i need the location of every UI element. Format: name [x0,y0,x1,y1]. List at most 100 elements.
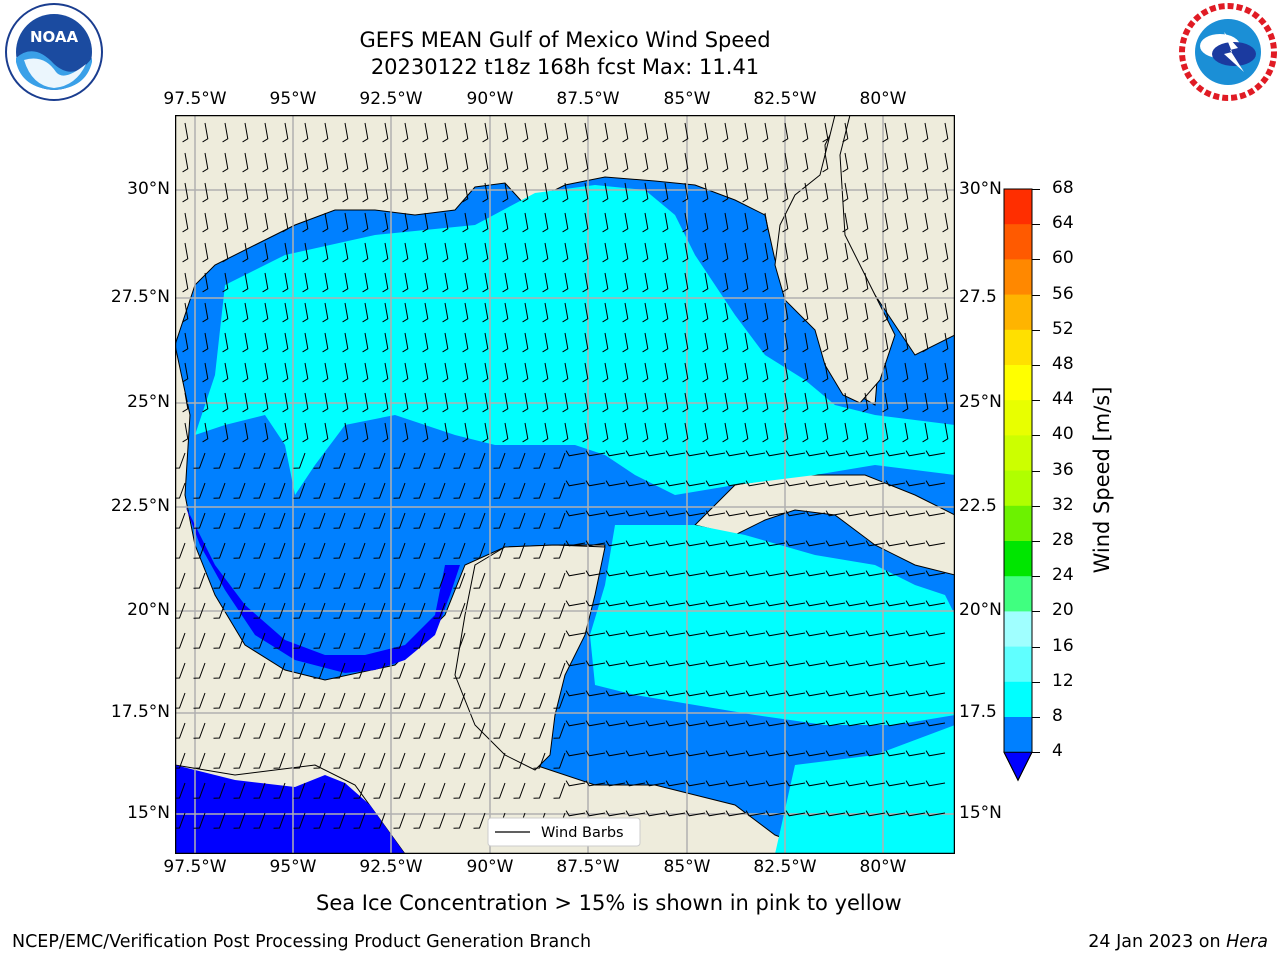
wind-barb [473,812,486,829]
wind-barb [902,392,909,413]
wind-barb [453,722,466,739]
wind-barb [762,332,769,353]
wind-barb [925,780,946,787]
wind-barb [213,512,226,529]
wind-barb [805,510,826,517]
wind-barb [825,480,846,487]
wind-barb [282,332,289,353]
wind-barb [182,242,189,263]
wind-barb [262,302,269,323]
wind-barb [565,750,586,757]
wind-barb [333,452,346,469]
wind-barb [413,722,426,739]
wind-barb [313,482,326,499]
wind-barb [682,242,689,263]
wind-barb [805,660,826,667]
wind-barb [925,570,946,577]
wind-barb [902,242,909,263]
wind-barb [342,422,349,443]
wind-barb [373,602,386,619]
wind-barb [362,272,369,293]
wind-barb [293,662,306,679]
wind-barb [353,482,366,499]
wind-barb [362,212,369,233]
wind-barb [662,422,669,443]
wind-barb [622,302,629,323]
wind-barb [565,630,586,637]
wind-barb [522,152,529,173]
wind-barb [622,272,629,293]
wind-barb [353,662,366,679]
wind-barb [242,122,249,143]
wind-barb [765,630,786,637]
wind-barb [885,660,906,667]
wind-barb [473,782,486,799]
y-tick-label-right: 25°N [959,392,1002,412]
wind-barb [685,660,706,667]
wind-barb [742,152,749,173]
wind-barb [473,602,486,619]
wind-barb [562,422,569,443]
wind-barb [382,152,389,173]
wind-barb [362,392,369,413]
wind-barb [253,722,266,739]
wind-barb [482,422,489,443]
wind-barb [745,510,766,517]
wind-barb [862,362,869,383]
wind-barb [702,422,709,443]
wind-barb [725,750,746,757]
wind-barb [702,272,709,293]
colorbar-tick-label: 60 [1052,248,1074,269]
wind-barb [842,272,849,293]
wind-barb [362,122,369,143]
wind-barb [722,422,729,443]
y-tick-label-left: 20°N [127,600,170,620]
wind-barb [422,212,429,233]
colorbar-tick-mark [1032,541,1040,542]
wind-barb [785,570,806,577]
wind-barb [942,332,949,353]
colorbar-segment [1004,681,1032,718]
wind-barb [745,600,766,607]
y-tick-label-right: 17.5 [959,702,997,722]
footer-right: 24 Jan 2023 on Hera [1088,932,1268,952]
wind-barb [302,182,309,203]
wind-barb [462,182,469,203]
wind-barb [362,152,369,173]
wind-barb [522,212,529,233]
wind-barb [262,212,269,233]
wind-barb [413,482,426,499]
wind-barb [662,362,669,383]
wind-barb [582,272,589,293]
wind-barb [273,452,286,469]
x-tick-label: 97.5°W [163,89,227,109]
wind-barb [862,122,869,143]
wind-barb [625,690,646,697]
wind-barb [202,422,209,443]
wind-barb [682,332,689,353]
wind-barb [293,692,306,709]
colorbar-tick-mark [1032,224,1040,226]
wind-barb [885,570,906,577]
wind-barb [845,480,866,487]
wind-barb [585,570,606,577]
wind-barb [493,752,506,769]
wind-barb [473,752,486,769]
colorbar-tick-label: 64 [1052,213,1074,234]
wind-barb [273,662,286,679]
wind-barb [605,600,626,607]
wind-barb [625,630,646,637]
wind-barb [373,542,386,559]
wind-barb [413,572,426,589]
wind-barb [585,690,606,697]
wind-barb [433,782,446,799]
wind-barb [433,662,446,679]
wind-barb [925,810,946,817]
wind-barb [842,422,849,443]
svg-text:NOAA: NOAA [30,28,79,46]
wind-barb [553,632,566,649]
wind-barb [273,542,286,559]
x-tick-label: 80°W [859,89,907,109]
wind-barb [942,212,949,233]
wind-barb [273,722,286,739]
